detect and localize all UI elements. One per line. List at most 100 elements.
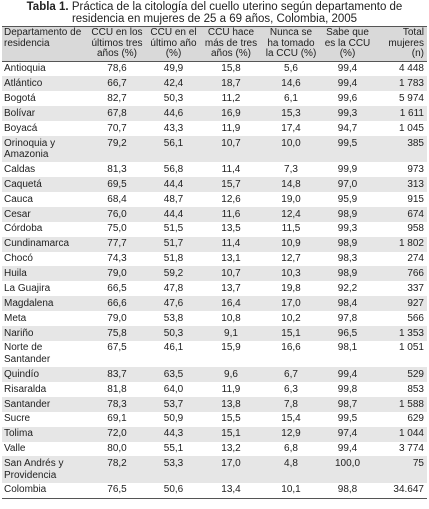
- cell: 98,8: [321, 482, 374, 499]
- table-row: Antioquia 78,6 49,9 15,8 5,6 99,4 4 448: [2, 61, 427, 76]
- cell: 766: [374, 266, 427, 282]
- table-row: Norte de Santander 67,5 46,1 15,9 16,6 98,1 1 …: [2, 341, 427, 367]
- cell: 44,4: [146, 206, 201, 222]
- table-row: Boyacá 70,7 43,3 11,9 17,4 94,7 1 045: [2, 121, 427, 136]
- cell: 99,3: [321, 106, 374, 121]
- cell: 68,4: [107, 193, 127, 205]
- cell: 51,8: [163, 253, 184, 265]
- cell: 78,2: [88, 456, 146, 483]
- cell: 70,7: [107, 122, 127, 134]
- cell: 79,0: [88, 266, 146, 282]
- row-label: Boyacá: [4, 122, 38, 134]
- table-title: Tabla 1. Práctica de la citología del cu…: [0, 0, 429, 26]
- cell: 11,5: [281, 223, 301, 235]
- table-row: Bogotá 82,7 50,3 11,2 6,1 99,6 5 974: [2, 91, 427, 106]
- column-header: Nunca se ha tomado la CCU (%): [261, 26, 321, 62]
- cell: 81,3: [107, 163, 127, 175]
- cell: 13,4: [201, 482, 261, 499]
- table-row: Valle 80,0 55,1 13,2 6,8 99,4 3 774: [2, 442, 427, 457]
- cell: 7,8: [261, 396, 321, 412]
- cell: 13,1: [221, 253, 241, 265]
- cell: 78,6: [107, 63, 127, 75]
- cell: 76,0: [88, 206, 146, 222]
- cell: 11,6: [201, 206, 261, 222]
- cell: 50,3: [163, 92, 184, 104]
- title-label: Tabla 1.: [26, 1, 69, 13]
- cell: 15,1: [201, 426, 261, 442]
- cell: 10,1: [261, 482, 321, 499]
- cell: 44,3: [146, 426, 201, 442]
- table-row: San Andrés y Providencia 78,2 53,3 17,0 4,8 1…: [2, 456, 427, 483]
- cell: 99,5: [321, 135, 374, 163]
- cell: 56,1: [146, 135, 201, 163]
- cell: 6,7: [261, 367, 321, 382]
- row-label: Cundinamarca: [2, 236, 88, 252]
- cell: 13,2: [221, 443, 241, 455]
- cell: 19,8: [281, 282, 301, 294]
- cell: 98,7: [321, 396, 374, 412]
- cell: 79,2: [88, 135, 146, 163]
- cell: 98,1: [337, 342, 358, 354]
- cell: 3 774: [398, 443, 424, 455]
- cell: 72,0: [88, 426, 146, 442]
- column-header: CCU en los últimos tres años (%): [88, 26, 146, 62]
- cell: 98,9: [321, 266, 374, 282]
- cell: 83,7: [88, 367, 146, 382]
- cell: 13,8: [201, 396, 261, 412]
- row-label: Caldas: [4, 163, 36, 175]
- cell: 97,8: [337, 312, 358, 324]
- cell: 12,9: [261, 426, 321, 442]
- cell: 17,4: [281, 122, 301, 134]
- cell: 10,7: [201, 266, 261, 282]
- cell: 66,7: [88, 76, 146, 92]
- cell: 55,1: [163, 443, 184, 455]
- table-row: Tolima 72,0 44,3 15,1 12,9 97,4 1 044: [2, 426, 427, 442]
- row-label: Magdalena: [2, 296, 88, 311]
- cell: 1 051: [398, 342, 424, 354]
- cell: 11,9: [221, 383, 241, 395]
- cell: 1 588: [374, 396, 427, 412]
- cell: 98,9: [321, 236, 374, 252]
- cell: 98,4: [321, 296, 374, 311]
- cell: 12,7: [281, 253, 301, 265]
- cell: 15,3: [261, 106, 321, 121]
- table-row: Sucre 69,1 50,9 15,5 15,4 99,5 629: [2, 412, 427, 427]
- row-label: Sucre: [4, 413, 31, 425]
- cell: 15,5: [221, 413, 241, 425]
- cell: 5 974: [398, 92, 424, 104]
- cell: 53,3: [146, 456, 201, 483]
- cell: 51,7: [146, 236, 201, 252]
- row-label: Valle: [4, 443, 26, 455]
- cell: 16,4: [201, 296, 261, 311]
- cell: 14,6: [261, 76, 321, 92]
- table-row: Colombia 76,5 50,6 13,4 10,1 98,8 34.647: [2, 482, 427, 499]
- row-label: Quindío: [2, 367, 88, 382]
- row-label: Risaralda: [4, 383, 47, 395]
- cell: 13,7: [221, 282, 241, 294]
- cell: 1 044: [374, 426, 427, 442]
- cell: 337: [407, 282, 424, 294]
- cell: 15,8: [221, 63, 241, 75]
- cell: 629: [407, 413, 424, 425]
- column-header: CCU en el último año (%): [146, 26, 201, 62]
- cell: 50,3: [146, 325, 201, 341]
- cell: 69,5: [88, 177, 146, 192]
- cell: 4,8: [261, 456, 321, 483]
- row-label: Antioquia: [4, 63, 46, 75]
- column-header: Total mujeres (n): [374, 26, 427, 62]
- cell: 82,7: [107, 92, 127, 104]
- row-label: Colombia: [2, 482, 88, 499]
- cell: 10,8: [221, 312, 241, 324]
- table-row: Quindío 83,7 63,5 9,6 6,7 99,4 529: [2, 367, 427, 382]
- row-label: Caquetá: [2, 177, 88, 192]
- row-label: San Andrés y Providencia: [2, 456, 88, 483]
- table-row: La Guajira 66,5 47,8 13,7 19,8 92,2 337: [2, 281, 427, 296]
- cell: 80,0: [107, 443, 127, 455]
- row-label: Chocó: [4, 253, 33, 265]
- row-label: Atlántico: [2, 76, 88, 92]
- data-table: Departamento de residencia CCU en los últ…: [2, 26, 427, 499]
- cell: 10,2: [281, 312, 301, 324]
- table-row: Huila 79,0 59,2 10,7 10,3 98,9 766: [2, 266, 427, 282]
- cell: 99,3: [337, 223, 358, 235]
